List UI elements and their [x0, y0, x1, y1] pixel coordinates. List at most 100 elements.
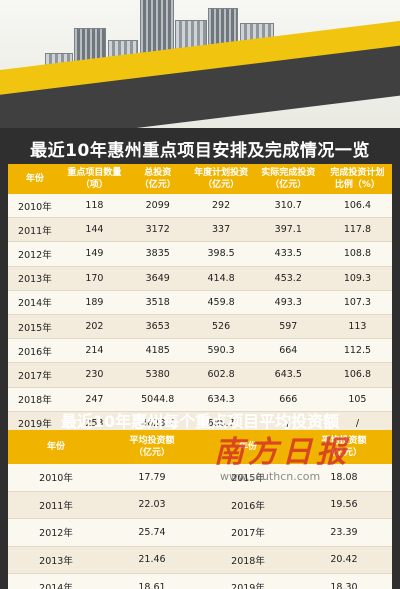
page-title: 最近10年惠州重点项目安排及完成情况一览	[30, 141, 370, 161]
cell: 2017年	[200, 518, 296, 547]
column-header: 年度计划投资（亿元）	[188, 164, 254, 194]
cell: 2015年	[200, 464, 296, 492]
table-header-row: 年份 重点项目数量 （项） 总投资 （亿元） 年度计划投资（亿元） 实际完成投资…	[8, 164, 392, 194]
cell: 106.8	[322, 362, 392, 388]
cell: 433.5	[253, 241, 323, 267]
table-row: 2014年 189 3518 459.8 493.3 107.3	[8, 290, 392, 315]
cell: 3653	[127, 314, 189, 340]
cell: 18.30	[296, 573, 392, 589]
cell: 5380	[127, 362, 189, 388]
cell: 18.08	[296, 464, 392, 492]
header-banner	[0, 0, 400, 147]
cell: 247	[61, 387, 128, 412]
cell: 310.7	[253, 194, 323, 219]
cell: 2013年	[8, 266, 62, 291]
cell: 664	[253, 338, 323, 364]
cell: 189	[61, 290, 128, 315]
column-header: 重点项目数量 （项）	[61, 164, 128, 194]
table-row: 2015年 202 3653 526 597 113	[8, 314, 392, 340]
cell: 2014年	[8, 573, 104, 589]
cell: 459.8	[188, 290, 254, 315]
cell: 2012年	[8, 518, 104, 547]
table-row: 2011年 22.03 2016年 19.56	[8, 491, 392, 519]
cell: 2010年	[8, 464, 104, 492]
cell: 453.2	[253, 266, 323, 291]
cell: 22.03	[104, 491, 200, 519]
cell: 23.39	[296, 518, 392, 547]
cell: 2010年	[8, 194, 62, 219]
cell: 292	[188, 194, 254, 219]
cell: 19.56	[296, 491, 392, 519]
cell: 2013年	[8, 546, 104, 574]
cell: 25.74	[104, 518, 200, 547]
table-row: 2010年 17.79 2015年 18.08	[8, 464, 392, 492]
section-title: 最近10年惠州每个重点项目平均投资额	[60, 412, 340, 431]
cell: 4185	[127, 338, 189, 364]
cell: 2011年	[8, 217, 62, 243]
cell: 398.5	[188, 241, 254, 267]
cell: 106.4	[322, 194, 392, 219]
cell: 3649	[127, 266, 189, 291]
column-header: 年份	[200, 430, 296, 464]
column-header: 完成投资计划 比例（%）	[322, 164, 392, 194]
cell: 144	[61, 217, 128, 243]
cell: 643.5	[253, 362, 323, 388]
cell: 2016年	[8, 338, 62, 364]
cell: 109.3	[322, 266, 392, 291]
cell: 337	[188, 217, 254, 243]
cell: 3172	[127, 217, 189, 243]
cell: 2099	[127, 194, 189, 219]
cell: 18.61	[104, 573, 200, 589]
cell: 112.5	[322, 338, 392, 364]
cell: 118	[61, 194, 128, 219]
column-header: 年份	[8, 164, 62, 194]
cell: 202	[61, 314, 128, 340]
cell: 21.46	[104, 546, 200, 574]
cell: 2019年	[200, 573, 296, 589]
table-row: 2011年 144 3172 337 397.1 117.8	[8, 217, 392, 243]
projects-table: 年份 重点项目数量 （项） 总投资 （亿元） 年度计划投资（亿元） 实际完成投资…	[8, 164, 392, 436]
cell: 397.1	[253, 217, 323, 243]
cell: 602.8	[188, 362, 254, 388]
column-header: 平均投资额 （亿元）	[104, 430, 200, 464]
column-header: 总投资 （亿元）	[127, 164, 189, 194]
cell: 107.3	[322, 290, 392, 315]
cell: 20.42	[296, 546, 392, 574]
cell: 113	[322, 314, 392, 340]
table-row: 2010年 118 2099 292 310.7 106.4	[8, 194, 392, 219]
column-header: 年份	[8, 430, 104, 464]
table-row: 2013年 170 3649 414.8 453.2 109.3	[8, 266, 392, 291]
cell: 2016年	[200, 491, 296, 519]
table-row: 2016年 214 4185 590.3 664 112.5	[8, 338, 392, 364]
cell: 170	[61, 266, 128, 291]
cell: 2017年	[8, 362, 62, 388]
table-row: 2012年 149 3835 398.5 433.5 108.8	[8, 241, 392, 267]
table-row: 2014年 18.61 2019年 18.30	[8, 573, 392, 589]
cell: 2018年	[200, 546, 296, 574]
cell: 2014年	[8, 290, 62, 315]
cell: 414.8	[188, 266, 254, 291]
cell: 108.8	[322, 241, 392, 267]
cell: 105	[322, 387, 392, 412]
column-header: 实际完成投资（亿元）	[253, 164, 323, 194]
cell: 2012年	[8, 241, 62, 267]
table-row: 2018年 247 5044.8 634.3 666 105	[8, 387, 392, 412]
cell: 666	[253, 387, 323, 412]
cell: 2018年	[8, 387, 62, 412]
column-header: 平均投资额 （亿元）	[296, 430, 392, 464]
cell: 590.3	[188, 338, 254, 364]
cell: 526	[188, 314, 254, 340]
cell: 493.3	[253, 290, 323, 315]
cell: 149	[61, 241, 128, 267]
table-row: 2013年 21.46 2018年 20.42	[8, 546, 392, 574]
cell: 2015年	[8, 314, 62, 340]
table-header-row: 年份 平均投资额 （亿元） 年份 平均投资额 （亿元）	[8, 430, 392, 464]
cell: 3518	[127, 290, 189, 315]
cell: 214	[61, 338, 128, 364]
table-row: 2012年 25.74 2017年 23.39	[8, 518, 392, 547]
average-investment-table: 年份 平均投资额 （亿元） 年份 平均投资额 （亿元） 2010年 17.79 20…	[8, 430, 392, 589]
table-row: 2017年 230 5380 602.8 643.5 106.8	[8, 362, 392, 388]
cell: 230	[61, 362, 128, 388]
cell: 634.3	[188, 387, 254, 412]
